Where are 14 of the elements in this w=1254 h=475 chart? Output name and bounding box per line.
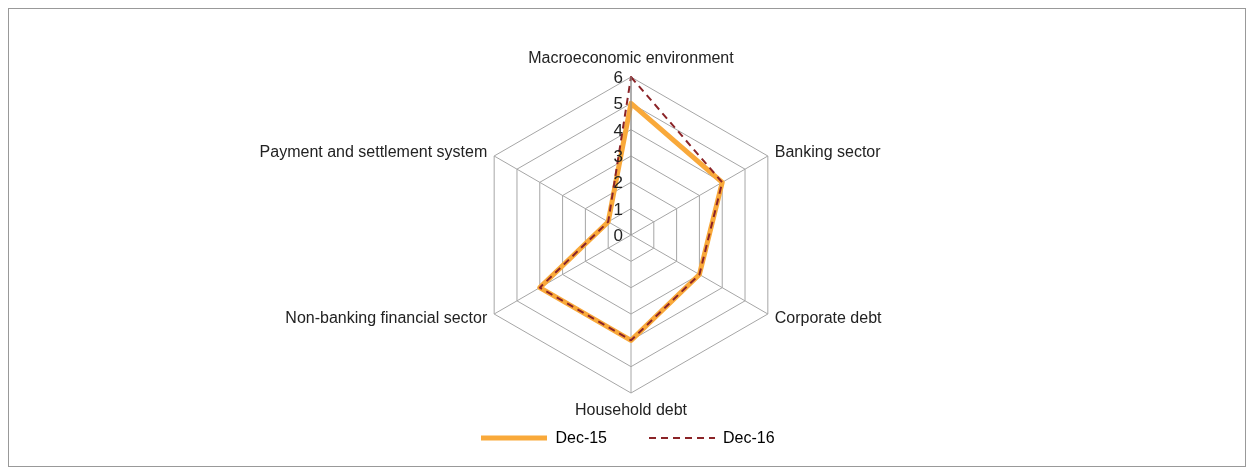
spoke-label: Household debt <box>574 401 688 418</box>
y-tick-label: 1 <box>613 199 623 219</box>
spoke-label: Non-banking financial sector <box>285 309 488 326</box>
y-tick-label: 2 <box>613 173 623 193</box>
spoke-label: Payment and settlement system <box>259 143 488 160</box>
spoke-label: Corporate debt <box>774 309 883 326</box>
y-tick-label: 0 <box>613 226 623 245</box>
spoke-label: Macroeconomic environment <box>528 49 735 66</box>
y-tick-label: 4 <box>613 120 623 140</box>
y-tick-label: 5 <box>613 94 623 114</box>
legend-label: Dec-15 <box>555 429 607 447</box>
spoke-label: Banking sector <box>774 143 882 160</box>
y-tick-label: 6 <box>613 68 623 87</box>
legend-label: Dec-16 <box>723 429 775 447</box>
